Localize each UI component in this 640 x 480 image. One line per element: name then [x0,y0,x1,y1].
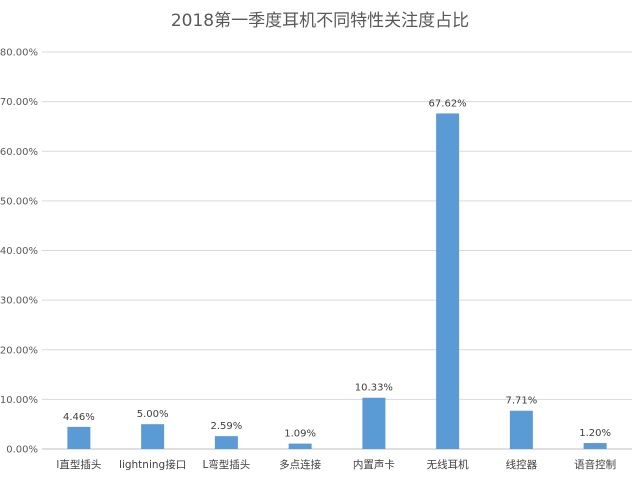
bar [583,443,607,449]
bar [362,397,386,449]
y-axis-ticks: 0.00% 10.00% 20.00% 30.00% 40.00% 50.00% 60.00… [0,48,38,456]
chart-title: 2018第一季度耳机不同特性关注度占比 [171,11,469,31]
y-tick-label: 20.00% [0,345,38,356]
bar [509,410,533,449]
y-tick-label: 0.00% [6,445,38,456]
y-tick-label: 70.00% [0,97,38,108]
bar [436,113,460,449]
x-category-label: lightning接口 [119,458,186,471]
x-category-label: 线控器 [506,458,538,471]
data-label: 7.71% [505,396,537,407]
x-category-label: 内置声卡 [353,458,395,471]
data-label: 1.20% [579,428,611,439]
data-label: 1.09% [284,429,316,440]
data-label: 2.59% [210,421,242,432]
x-category-label: L弯型插头 [202,458,250,471]
y-tick-label: 10.00% [0,395,38,406]
x-category-label: 无线耳机 [427,458,469,471]
gridlines [42,51,632,450]
bars [67,113,607,449]
y-tick-label: 50.00% [0,196,38,207]
data-label: 67.62% [429,98,467,109]
bar [67,426,91,449]
x-category-label: 语音控制 [574,458,616,471]
x-category-label: l直型插头 [56,458,101,471]
data-label: 10.33% [355,383,393,394]
x-category-label: 多点连接 [279,458,321,471]
data-label: 5.00% [137,409,169,420]
bar [141,424,165,449]
bar [214,436,238,449]
y-tick-label: 60.00% [0,147,38,158]
y-tick-label: 40.00% [0,246,38,257]
data-label: 4.46% [63,412,95,423]
y-tick-label: 80.00% [0,48,38,59]
data-labels: 4.46% 5.00% 2.59% 1.09% 10.33% 67.62% 7.71% 1.2… [63,98,611,439]
x-axis-categories: l直型插头 lightning接口 L弯型插头 多点连接 内置声卡 无线耳机 线控器 语音控制 [56,458,616,471]
bar [288,443,312,449]
y-tick-label: 30.00% [0,296,38,307]
